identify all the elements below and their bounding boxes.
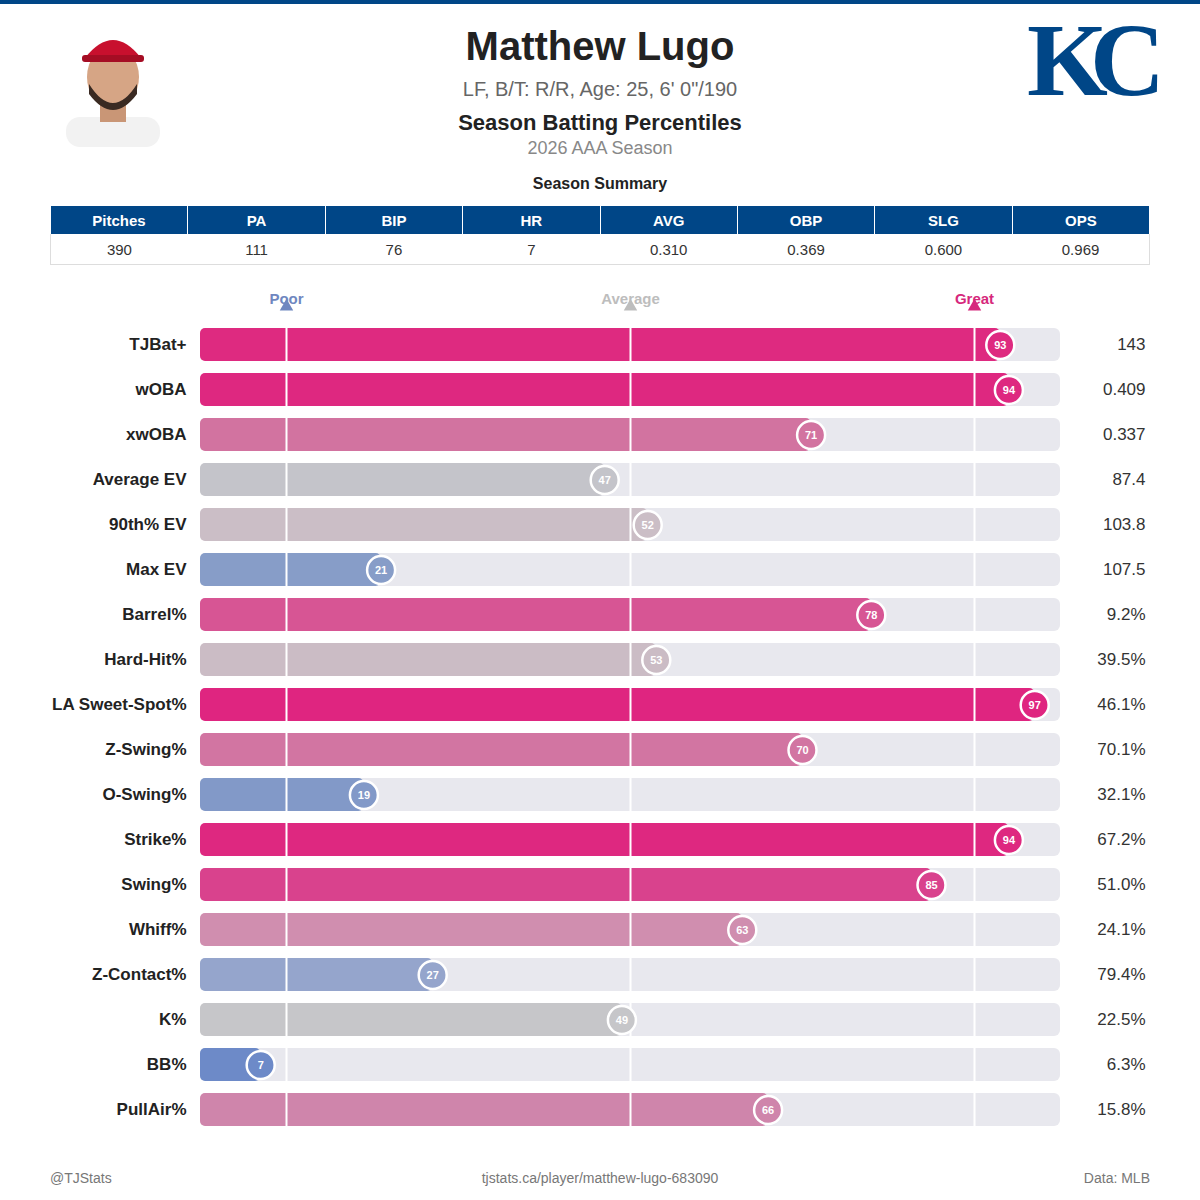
svg-text:15.8%: 15.8% xyxy=(1097,1100,1145,1119)
html-text:OPS: OPS xyxy=(1065,211,1097,229)
html-text:Pitches: Pitches xyxy=(92,211,146,229)
html-text:KC: KC xyxy=(1027,2,1147,117)
svg-text:39.5%: 39.5% xyxy=(1097,650,1145,669)
html-text:Season Summary: Season Summary xyxy=(532,175,668,192)
svg-text:66: 66 xyxy=(762,1104,774,1116)
html-text:0.310: 0.310 xyxy=(649,240,688,258)
svg-text:K%: K% xyxy=(159,1010,186,1029)
svg-text:143: 143 xyxy=(1117,335,1145,354)
html-text:OBP: OBP xyxy=(789,211,823,229)
svg-text:Great: Great xyxy=(954,290,995,308)
svg-text:Max EV: Max EV xyxy=(126,560,187,579)
svg-text:9.2%: 9.2% xyxy=(1107,605,1146,624)
svg-text:94: 94 xyxy=(1003,834,1016,846)
html-text:SLG: SLG xyxy=(928,211,959,229)
svg-text:63: 63 xyxy=(736,924,748,936)
svg-text:78: 78 xyxy=(865,609,877,621)
svg-text:6.3%: 6.3% xyxy=(1107,1055,1146,1074)
svg-text:53: 53 xyxy=(650,654,662,666)
svg-text:Barrel%: Barrel% xyxy=(122,605,186,624)
svg-text:85: 85 xyxy=(925,879,937,891)
svg-text:Whiff%: Whiff% xyxy=(129,920,187,939)
html-text:BIP: BIP xyxy=(381,211,407,229)
svg-text:70.1%: 70.1% xyxy=(1097,740,1145,759)
svg-text:70: 70 xyxy=(796,744,808,756)
svg-text:27: 27 xyxy=(427,969,439,981)
svg-text:xwOBA: xwOBA xyxy=(126,425,186,444)
svg-text:47: 47 xyxy=(599,474,611,486)
svg-text:52: 52 xyxy=(642,519,654,531)
html-text:Matthew Lugo: Matthew Lugo xyxy=(465,24,735,68)
svg-text:67.2%: 67.2% xyxy=(1097,830,1145,849)
html-text:HR: HR xyxy=(520,211,543,229)
html-text:0.369: 0.369 xyxy=(787,240,825,258)
svg-text:32.1%: 32.1% xyxy=(1097,785,1145,804)
svg-text:97: 97 xyxy=(1029,699,1041,711)
svg-text:107.5: 107.5 xyxy=(1103,560,1146,579)
svg-text:Swing%: Swing% xyxy=(121,875,186,894)
svg-text:94: 94 xyxy=(1003,384,1016,396)
svg-text:21: 21 xyxy=(375,564,387,576)
svg-text:46.1%: 46.1% xyxy=(1097,695,1145,714)
svg-text:Hard-Hit%: Hard-Hit% xyxy=(104,650,186,669)
svg-text:Average EV: Average EV xyxy=(93,470,188,489)
html-text:Season Batting Percentiles: Season Batting Percentiles xyxy=(458,110,742,135)
html-text:Data: MLB: Data: MLB xyxy=(1083,1170,1150,1186)
svg-text:24.1%: 24.1% xyxy=(1097,920,1145,939)
svg-text:LA Sweet-Spot%: LA Sweet-Spot% xyxy=(52,695,186,714)
svg-text:71: 71 xyxy=(805,429,817,441)
html-text:76: 76 xyxy=(385,240,403,258)
svg-text:O-Swing%: O-Swing% xyxy=(102,785,186,804)
svg-text:79.4%: 79.4% xyxy=(1097,965,1145,984)
svg-text:90th% EV: 90th% EV xyxy=(109,515,187,534)
html-text:@TJStats: @TJStats xyxy=(50,1170,112,1186)
html-text:0.969: 0.969 xyxy=(1061,240,1100,258)
svg-text:Average: Average xyxy=(601,290,660,308)
svg-text:93: 93 xyxy=(994,339,1006,351)
html-text:LF, B/T: R/R, Age: 25, 6' 0"/1: LF, B/T: R/R, Age: 25, 6' 0"/190 xyxy=(462,78,738,100)
svg-text:51.0%: 51.0% xyxy=(1097,875,1145,894)
svg-text:103.8: 103.8 xyxy=(1103,515,1146,534)
html-text:PA: PA xyxy=(246,211,267,229)
svg-text:wOBA: wOBA xyxy=(135,380,187,399)
svg-text:Z-Contact%: Z-Contact% xyxy=(92,965,186,984)
svg-text:87.4: 87.4 xyxy=(1112,470,1145,489)
html-text:tjstats.ca/player/matthew-lugo: tjstats.ca/player/matthew-lugo-683090 xyxy=(481,1170,719,1186)
html-text:AVG: AVG xyxy=(653,211,685,229)
html-text:390: 390 xyxy=(106,240,132,258)
html-text:7: 7 xyxy=(527,240,536,258)
html-text:111: 111 xyxy=(245,240,268,258)
svg-text:22.5%: 22.5% xyxy=(1097,1010,1145,1029)
svg-text:BB%: BB% xyxy=(147,1055,187,1074)
svg-text:Strike%: Strike% xyxy=(124,830,186,849)
svg-text:PullAir%: PullAir% xyxy=(117,1100,187,1119)
svg-text:Poor: Poor xyxy=(269,290,304,308)
svg-text:TJBat+: TJBat+ xyxy=(129,335,186,354)
svg-text:49: 49 xyxy=(616,1014,628,1026)
html-text:0.600: 0.600 xyxy=(924,240,963,258)
svg-text:7: 7 xyxy=(258,1059,264,1071)
svg-text:0.337: 0.337 xyxy=(1103,425,1146,444)
svg-text:19: 19 xyxy=(358,789,370,801)
svg-text:Z-Swing%: Z-Swing% xyxy=(105,740,186,759)
svg-text:0.409: 0.409 xyxy=(1103,380,1146,399)
html-text:2026 AAA Season: 2026 AAA Season xyxy=(527,138,673,158)
